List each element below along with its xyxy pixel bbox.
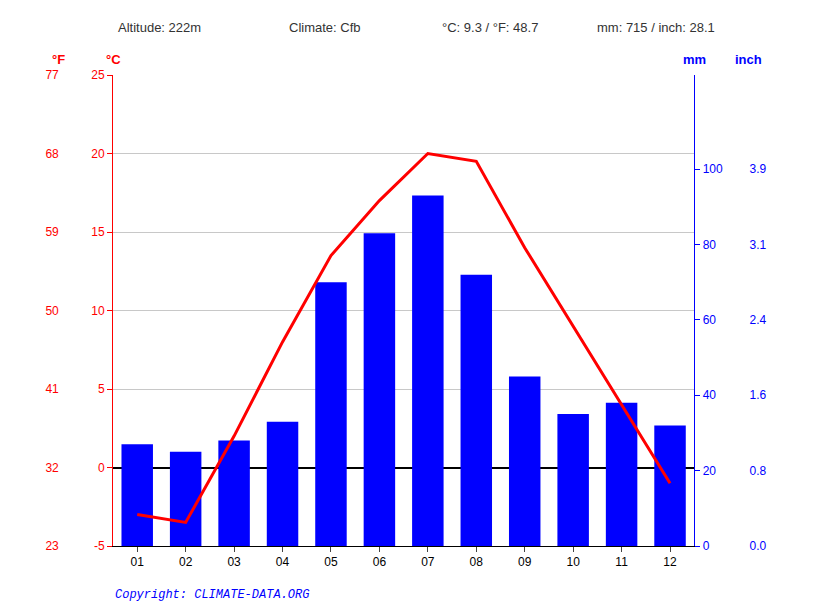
svg-text:32: 32 <box>45 461 59 475</box>
svg-text:68: 68 <box>45 147 59 161</box>
svg-text:03: 03 <box>227 555 241 569</box>
svg-text:0: 0 <box>703 539 710 553</box>
svg-text:40: 40 <box>703 388 717 402</box>
svg-text:Copyright: CLIMATE-DATA.ORG: Copyright: CLIMATE-DATA.ORG <box>115 588 310 602</box>
svg-text:09: 09 <box>518 555 532 569</box>
svg-text:41: 41 <box>45 382 59 396</box>
svg-text:°C: °C <box>106 52 121 67</box>
svg-text:5: 5 <box>98 382 105 396</box>
svg-text:07: 07 <box>421 555 435 569</box>
svg-text:mm: mm <box>683 52 706 67</box>
svg-text:20: 20 <box>91 147 105 161</box>
svg-text:01: 01 <box>131 555 145 569</box>
svg-text:11: 11 <box>615 555 628 569</box>
svg-text:23: 23 <box>45 539 59 553</box>
svg-text:Climate: Cfb: Climate: Cfb <box>289 20 361 35</box>
svg-text:12: 12 <box>663 555 677 569</box>
svg-text:100: 100 <box>703 162 723 176</box>
svg-text:°F: °F <box>52 52 65 67</box>
svg-text:inch: inch <box>735 52 762 67</box>
svg-text:°C: 9.3 / °F: 48.7: °C: 9.3 / °F: 48.7 <box>442 20 538 35</box>
svg-text:02: 02 <box>179 555 193 569</box>
svg-text:25: 25 <box>91 68 105 82</box>
svg-text:80: 80 <box>703 238 717 252</box>
svg-text:0: 0 <box>98 461 105 475</box>
svg-text:-5: -5 <box>94 539 105 553</box>
svg-text:3.9: 3.9 <box>750 162 767 176</box>
svg-text:50: 50 <box>45 304 59 318</box>
svg-text:77: 77 <box>45 68 59 82</box>
svg-text:0.8: 0.8 <box>750 464 767 478</box>
svg-text:0.0: 0.0 <box>750 539 767 553</box>
svg-text:20: 20 <box>703 464 717 478</box>
svg-text:06: 06 <box>373 555 387 569</box>
svg-text:08: 08 <box>470 555 484 569</box>
svg-text:Altitude: 222m: Altitude: 222m <box>118 20 201 35</box>
svg-text:10: 10 <box>91 304 105 318</box>
svg-text:04: 04 <box>276 555 290 569</box>
svg-text:15: 15 <box>91 225 105 239</box>
svg-text:1.6: 1.6 <box>750 388 767 402</box>
svg-text:3.1: 3.1 <box>750 238 767 252</box>
svg-text:05: 05 <box>324 555 338 569</box>
svg-text:10: 10 <box>566 555 580 569</box>
svg-text:59: 59 <box>45 225 59 239</box>
svg-text:mm: 715 / inch: 28.1: mm: 715 / inch: 28.1 <box>597 20 715 35</box>
svg-text:2.4: 2.4 <box>750 313 767 327</box>
svg-text:60: 60 <box>703 313 717 327</box>
